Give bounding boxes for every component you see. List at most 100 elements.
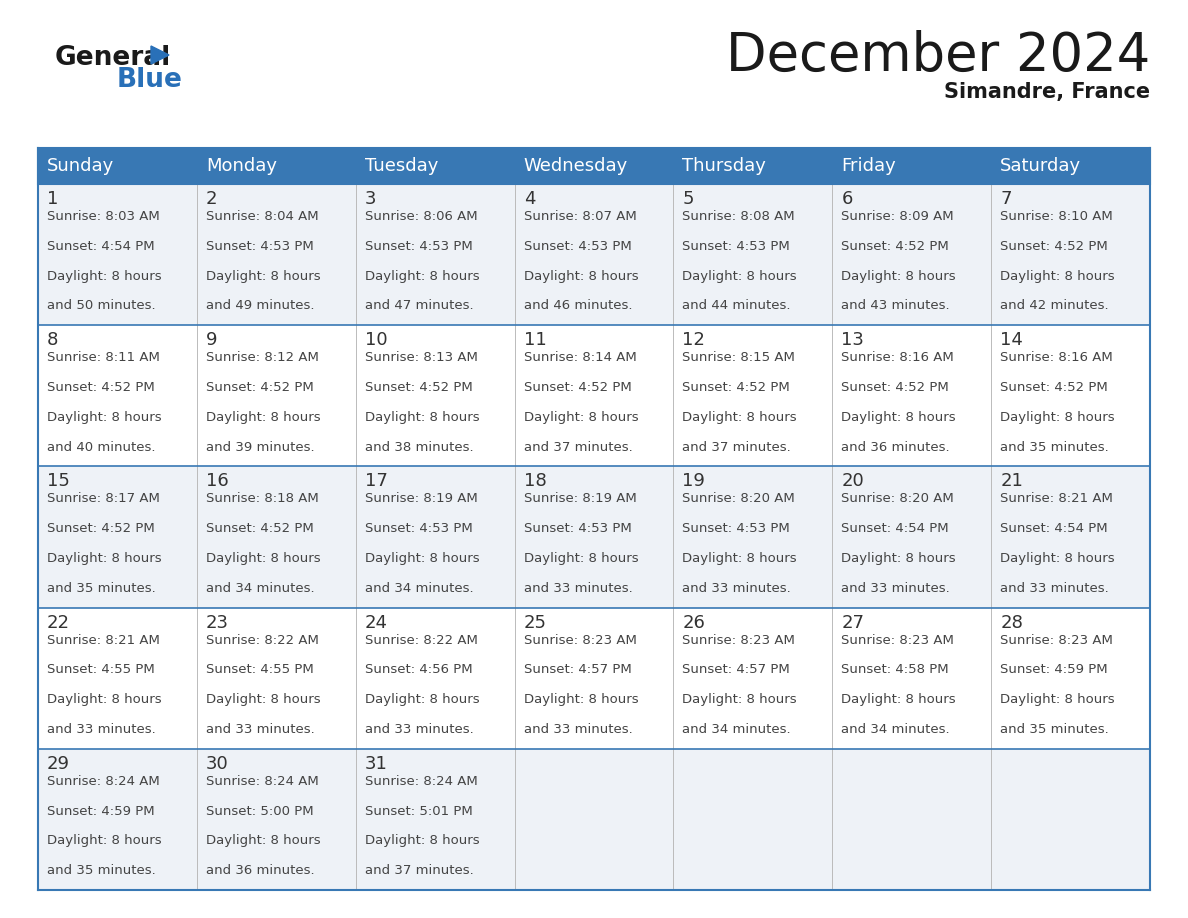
Text: 27: 27: [841, 613, 865, 632]
Text: Daylight: 8 hours: Daylight: 8 hours: [524, 270, 638, 283]
Text: and 34 minutes.: and 34 minutes.: [841, 723, 950, 736]
Text: Sunrise: 8:23 AM: Sunrise: 8:23 AM: [841, 633, 954, 646]
Text: 2: 2: [206, 190, 217, 208]
Text: and 35 minutes.: and 35 minutes.: [48, 582, 156, 595]
Text: Thursday: Thursday: [682, 157, 766, 175]
Text: and 33 minutes.: and 33 minutes.: [206, 723, 315, 736]
Text: and 36 minutes.: and 36 minutes.: [841, 441, 950, 453]
Text: Sunrise: 8:03 AM: Sunrise: 8:03 AM: [48, 210, 159, 223]
Bar: [38, 466, 1150, 608]
Text: Sunset: 4:53 PM: Sunset: 4:53 PM: [524, 522, 631, 535]
Text: Sunset: 4:54 PM: Sunset: 4:54 PM: [841, 522, 949, 535]
Text: Daylight: 8 hours: Daylight: 8 hours: [365, 410, 479, 424]
Text: Sunrise: 8:22 AM: Sunrise: 8:22 AM: [365, 633, 478, 646]
Text: Sunrise: 8:20 AM: Sunrise: 8:20 AM: [841, 492, 954, 506]
Bar: [38, 148, 197, 184]
Bar: [514, 148, 674, 184]
Text: Sunset: 4:56 PM: Sunset: 4:56 PM: [365, 664, 473, 677]
Text: Blue: Blue: [116, 67, 183, 93]
Text: Sunset: 4:52 PM: Sunset: 4:52 PM: [682, 381, 790, 394]
Text: December 2024: December 2024: [726, 30, 1150, 82]
Text: Sunset: 4:53 PM: Sunset: 4:53 PM: [524, 240, 631, 252]
Text: Sunrise: 8:23 AM: Sunrise: 8:23 AM: [1000, 633, 1113, 646]
Text: Sunset: 4:52 PM: Sunset: 4:52 PM: [48, 381, 154, 394]
Text: Daylight: 8 hours: Daylight: 8 hours: [365, 552, 479, 565]
Text: Daylight: 8 hours: Daylight: 8 hours: [365, 693, 479, 706]
Text: Sunset: 4:52 PM: Sunset: 4:52 PM: [1000, 240, 1108, 252]
Text: Sunset: 4:54 PM: Sunset: 4:54 PM: [48, 240, 154, 252]
Text: Wednesday: Wednesday: [524, 157, 627, 175]
Text: and 40 minutes.: and 40 minutes.: [48, 441, 156, 453]
Text: Daylight: 8 hours: Daylight: 8 hours: [524, 693, 638, 706]
Text: Daylight: 8 hours: Daylight: 8 hours: [1000, 693, 1114, 706]
Text: 14: 14: [1000, 331, 1023, 349]
Bar: [991, 148, 1150, 184]
Text: 22: 22: [48, 613, 70, 632]
Text: Daylight: 8 hours: Daylight: 8 hours: [48, 834, 162, 847]
Text: Sunset: 4:52 PM: Sunset: 4:52 PM: [1000, 381, 1108, 394]
Text: Daylight: 8 hours: Daylight: 8 hours: [682, 270, 797, 283]
Text: Sunrise: 8:12 AM: Sunrise: 8:12 AM: [206, 352, 318, 364]
Text: 8: 8: [48, 331, 58, 349]
Text: Sunset: 4:53 PM: Sunset: 4:53 PM: [365, 522, 473, 535]
Text: 11: 11: [524, 331, 546, 349]
Text: 12: 12: [682, 331, 706, 349]
Text: 17: 17: [365, 473, 387, 490]
Text: 1: 1: [48, 190, 58, 208]
Text: Sunset: 4:52 PM: Sunset: 4:52 PM: [365, 381, 473, 394]
Text: 26: 26: [682, 613, 706, 632]
Text: 15: 15: [48, 473, 70, 490]
Text: Tuesday: Tuesday: [365, 157, 438, 175]
Text: and 33 minutes.: and 33 minutes.: [682, 582, 791, 595]
Text: 7: 7: [1000, 190, 1012, 208]
Text: 28: 28: [1000, 613, 1023, 632]
Text: Friday: Friday: [841, 157, 896, 175]
Text: 18: 18: [524, 473, 546, 490]
Text: Daylight: 8 hours: Daylight: 8 hours: [841, 410, 956, 424]
Text: 25: 25: [524, 613, 546, 632]
Bar: [355, 148, 514, 184]
Text: Saturday: Saturday: [1000, 157, 1081, 175]
Text: Daylight: 8 hours: Daylight: 8 hours: [206, 834, 321, 847]
Text: Monday: Monday: [206, 157, 277, 175]
Text: Sunrise: 8:09 AM: Sunrise: 8:09 AM: [841, 210, 954, 223]
Text: and 39 minutes.: and 39 minutes.: [206, 441, 315, 453]
Text: and 33 minutes.: and 33 minutes.: [841, 582, 950, 595]
Bar: [38, 608, 1150, 749]
Text: Sunset: 4:57 PM: Sunset: 4:57 PM: [524, 664, 631, 677]
Text: Daylight: 8 hours: Daylight: 8 hours: [206, 552, 321, 565]
Text: and 42 minutes.: and 42 minutes.: [1000, 299, 1108, 312]
Text: 9: 9: [206, 331, 217, 349]
Text: Daylight: 8 hours: Daylight: 8 hours: [682, 410, 797, 424]
Text: and 44 minutes.: and 44 minutes.: [682, 299, 791, 312]
Text: Sunset: 4:53 PM: Sunset: 4:53 PM: [682, 240, 790, 252]
Bar: [674, 148, 833, 184]
Text: Sunrise: 8:08 AM: Sunrise: 8:08 AM: [682, 210, 795, 223]
Bar: [197, 148, 355, 184]
Text: Sunset: 4:58 PM: Sunset: 4:58 PM: [841, 664, 949, 677]
Text: Sunset: 4:52 PM: Sunset: 4:52 PM: [841, 381, 949, 394]
Text: 29: 29: [48, 755, 70, 773]
Text: 10: 10: [365, 331, 387, 349]
Text: and 34 minutes.: and 34 minutes.: [365, 582, 473, 595]
Text: Sunset: 4:52 PM: Sunset: 4:52 PM: [206, 381, 314, 394]
Text: Sunrise: 8:10 AM: Sunrise: 8:10 AM: [1000, 210, 1113, 223]
Text: and 36 minutes.: and 36 minutes.: [206, 864, 315, 878]
Text: 3: 3: [365, 190, 377, 208]
Text: Sunrise: 8:19 AM: Sunrise: 8:19 AM: [524, 492, 637, 506]
Text: Sunset: 4:52 PM: Sunset: 4:52 PM: [48, 522, 154, 535]
Text: Daylight: 8 hours: Daylight: 8 hours: [682, 693, 797, 706]
Text: Sunrise: 8:11 AM: Sunrise: 8:11 AM: [48, 352, 160, 364]
Text: Sunrise: 8:16 AM: Sunrise: 8:16 AM: [1000, 352, 1113, 364]
Text: 20: 20: [841, 473, 864, 490]
Text: and 33 minutes.: and 33 minutes.: [48, 723, 156, 736]
Text: and 33 minutes.: and 33 minutes.: [524, 582, 632, 595]
Text: 23: 23: [206, 613, 229, 632]
Text: Sunset: 4:52 PM: Sunset: 4:52 PM: [841, 240, 949, 252]
Text: and 46 minutes.: and 46 minutes.: [524, 299, 632, 312]
Text: Sunrise: 8:20 AM: Sunrise: 8:20 AM: [682, 492, 795, 506]
Text: Sunset: 4:53 PM: Sunset: 4:53 PM: [365, 240, 473, 252]
Bar: [38, 749, 1150, 890]
Text: Daylight: 8 hours: Daylight: 8 hours: [841, 270, 956, 283]
Text: Sunset: 5:00 PM: Sunset: 5:00 PM: [206, 804, 314, 818]
